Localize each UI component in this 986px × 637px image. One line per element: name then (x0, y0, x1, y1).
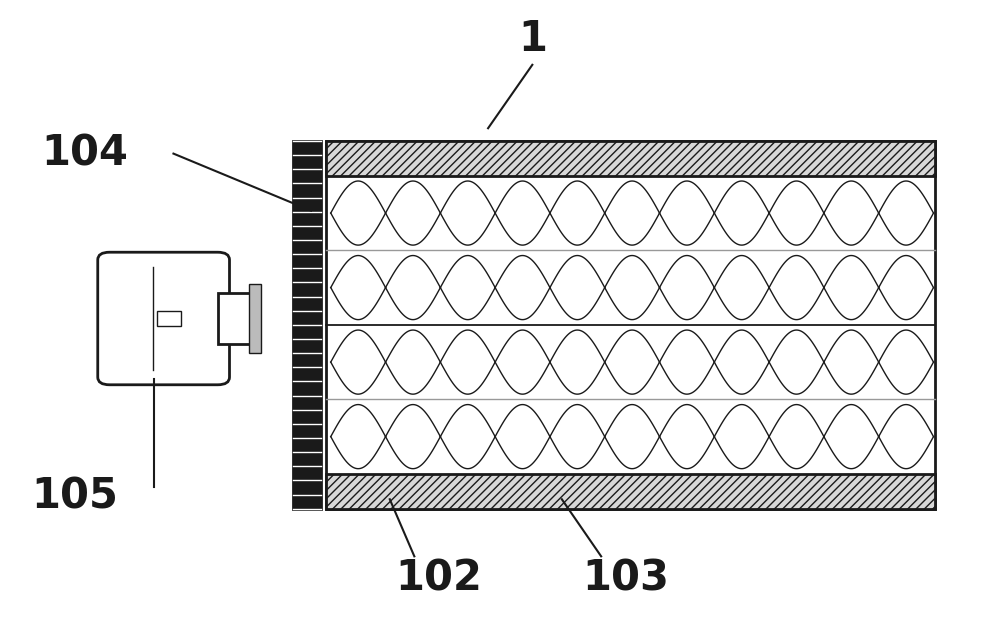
Text: 104: 104 (41, 132, 128, 175)
Text: 1: 1 (518, 18, 547, 61)
Text: 103: 103 (583, 557, 669, 599)
Bar (325, 474, 936, 509)
Bar (294, 141, 320, 509)
Text: 102: 102 (395, 557, 482, 599)
Bar (218, 293, 255, 344)
Bar (248, 284, 261, 353)
Bar (325, 141, 936, 509)
Bar (157, 311, 181, 326)
Bar (325, 141, 936, 176)
Text: 105: 105 (32, 475, 118, 517)
FancyBboxPatch shape (98, 252, 230, 385)
